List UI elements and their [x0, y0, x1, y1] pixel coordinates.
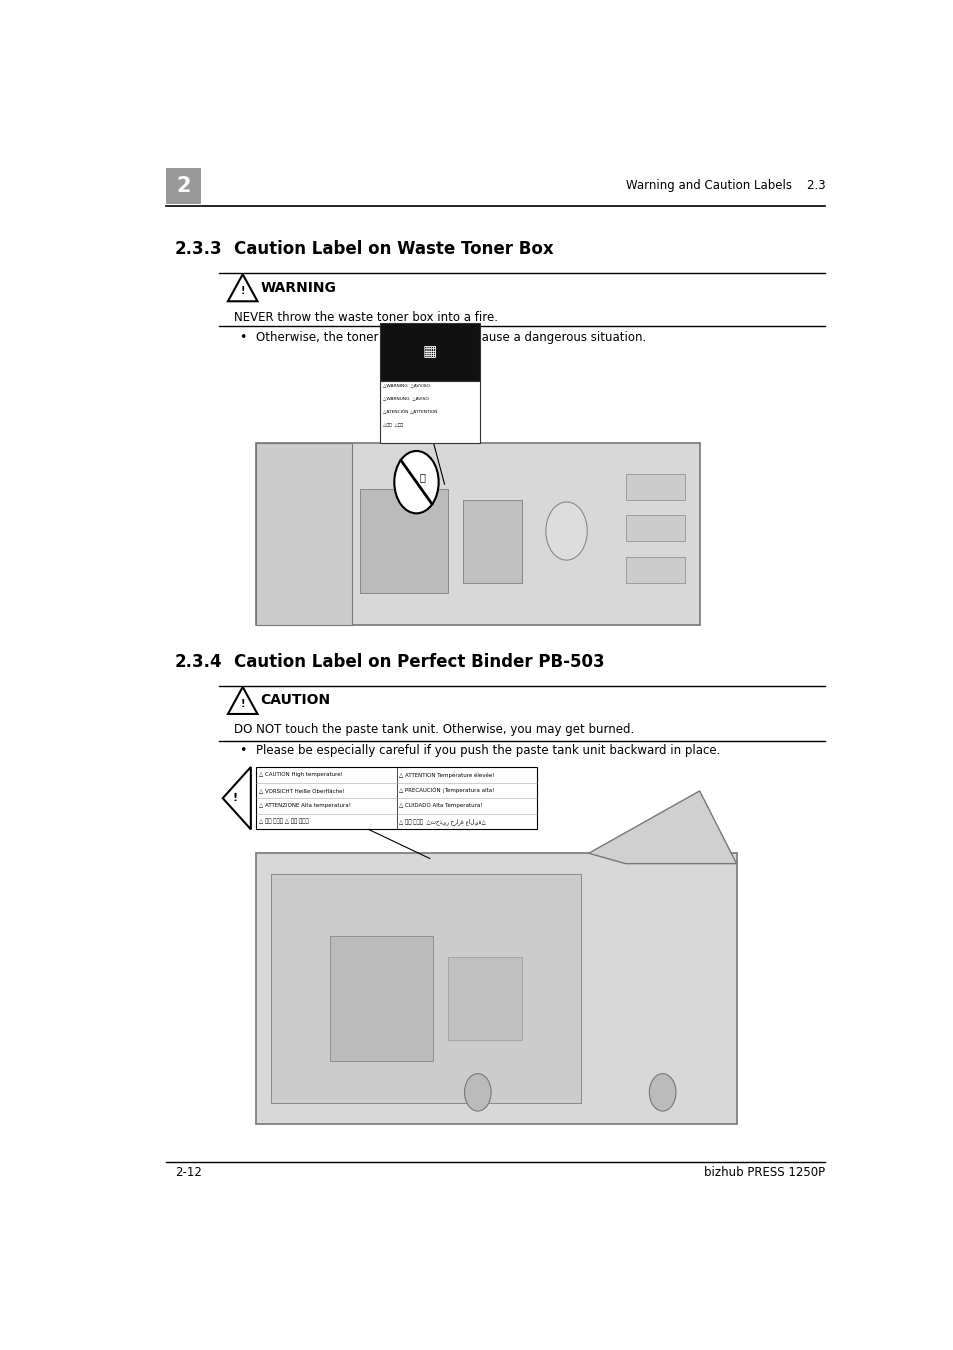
Text: △ ATTENTION Température élevée!: △ ATTENTION Température élevée!: [399, 772, 495, 778]
Bar: [330, 937, 433, 1061]
Circle shape: [464, 1073, 491, 1111]
Text: NEVER throw the waste toner box into a fire.: NEVER throw the waste toner box into a f…: [233, 310, 497, 324]
Text: ▦: ▦: [422, 344, 436, 359]
Circle shape: [545, 502, 587, 560]
Text: Caution Label on Waste Toner Box: Caution Label on Waste Toner Box: [233, 240, 553, 258]
Bar: [625, 474, 684, 500]
Polygon shape: [588, 791, 736, 864]
Text: !: !: [232, 794, 237, 803]
Bar: [166, 169, 201, 204]
Text: !: !: [240, 286, 245, 296]
Text: 2-12: 2-12: [174, 1166, 201, 1179]
Bar: [462, 500, 521, 583]
Text: CAUTION: CAUTION: [260, 694, 331, 707]
Text: !: !: [240, 698, 245, 709]
Bar: [255, 443, 699, 625]
Text: △WARNUNG  △AVISO: △WARNUNG △AVISO: [382, 397, 428, 401]
Text: 2.3.3: 2.3.3: [174, 240, 222, 258]
Text: DO NOT touch the paste tank unit. Otherwise, you may get burned.: DO NOT touch the paste tank unit. Otherw…: [233, 724, 634, 736]
Text: △ CAUTION High temperature!: △ CAUTION High temperature!: [258, 772, 342, 778]
Text: 🔥: 🔥: [419, 472, 425, 482]
Text: •: •: [239, 332, 246, 344]
Text: 2: 2: [176, 176, 191, 196]
Text: Caution Label on Perfect Binder PB-503: Caution Label on Perfect Binder PB-503: [233, 652, 604, 671]
Bar: [379, 381, 479, 443]
Text: Warning and Caution Labels    2.3: Warning and Caution Labels 2.3: [625, 180, 824, 193]
Text: •: •: [239, 744, 246, 757]
Text: bizhub PRESS 1250P: bizhub PRESS 1250P: [703, 1166, 824, 1179]
Text: △ 注意 高温！ △ 注意 高温！: △ 注意 高温！ △ 注意 高温！: [258, 818, 309, 825]
Text: 2.3.4: 2.3.4: [174, 652, 222, 671]
Text: △ ATTENZIONE Alta temperatura!: △ ATTENZIONE Alta temperatura!: [258, 803, 351, 809]
Text: △ PRECAUCIÓN ¡Temperatura alta!: △ PRECAUCIÓN ¡Temperatura alta!: [399, 787, 495, 794]
Text: WARNING: WARNING: [260, 281, 336, 294]
Text: Otherwise, the toner may ignite and cause a dangerous situation.: Otherwise, the toner may ignite and caus…: [255, 332, 645, 344]
Circle shape: [649, 1073, 676, 1111]
Bar: [448, 957, 521, 1041]
Bar: [359, 490, 448, 594]
Text: △ CUIDADO Alta Temperatura!: △ CUIDADO Alta Temperatura!: [399, 803, 482, 809]
Bar: [255, 443, 352, 625]
Text: △ VORSICHT Heiße Oberfläche!: △ VORSICHT Heiße Oberfläche!: [258, 788, 344, 792]
Bar: [255, 767, 537, 829]
Bar: [625, 558, 684, 583]
Circle shape: [394, 451, 438, 513]
Bar: [255, 853, 736, 1123]
Bar: [625, 516, 684, 541]
Text: Please be especially careful if you push the paste tank unit backward in place.: Please be especially careful if you push…: [255, 744, 720, 757]
Text: △ATENCIÓN △ATTENTION: △ATENCIÓN △ATTENTION: [382, 410, 436, 414]
Text: △ 주의 고온！  △تحذير حرارة عالية△: △ 주의 고온！ △تحذير حرارة عالية△: [399, 818, 486, 825]
Text: △WARNING  △AVVISO: △WARNING △AVVISO: [382, 383, 429, 387]
Text: △警告  △주의: △警告 △주의: [382, 424, 402, 428]
Bar: [271, 873, 580, 1103]
Bar: [379, 323, 479, 381]
